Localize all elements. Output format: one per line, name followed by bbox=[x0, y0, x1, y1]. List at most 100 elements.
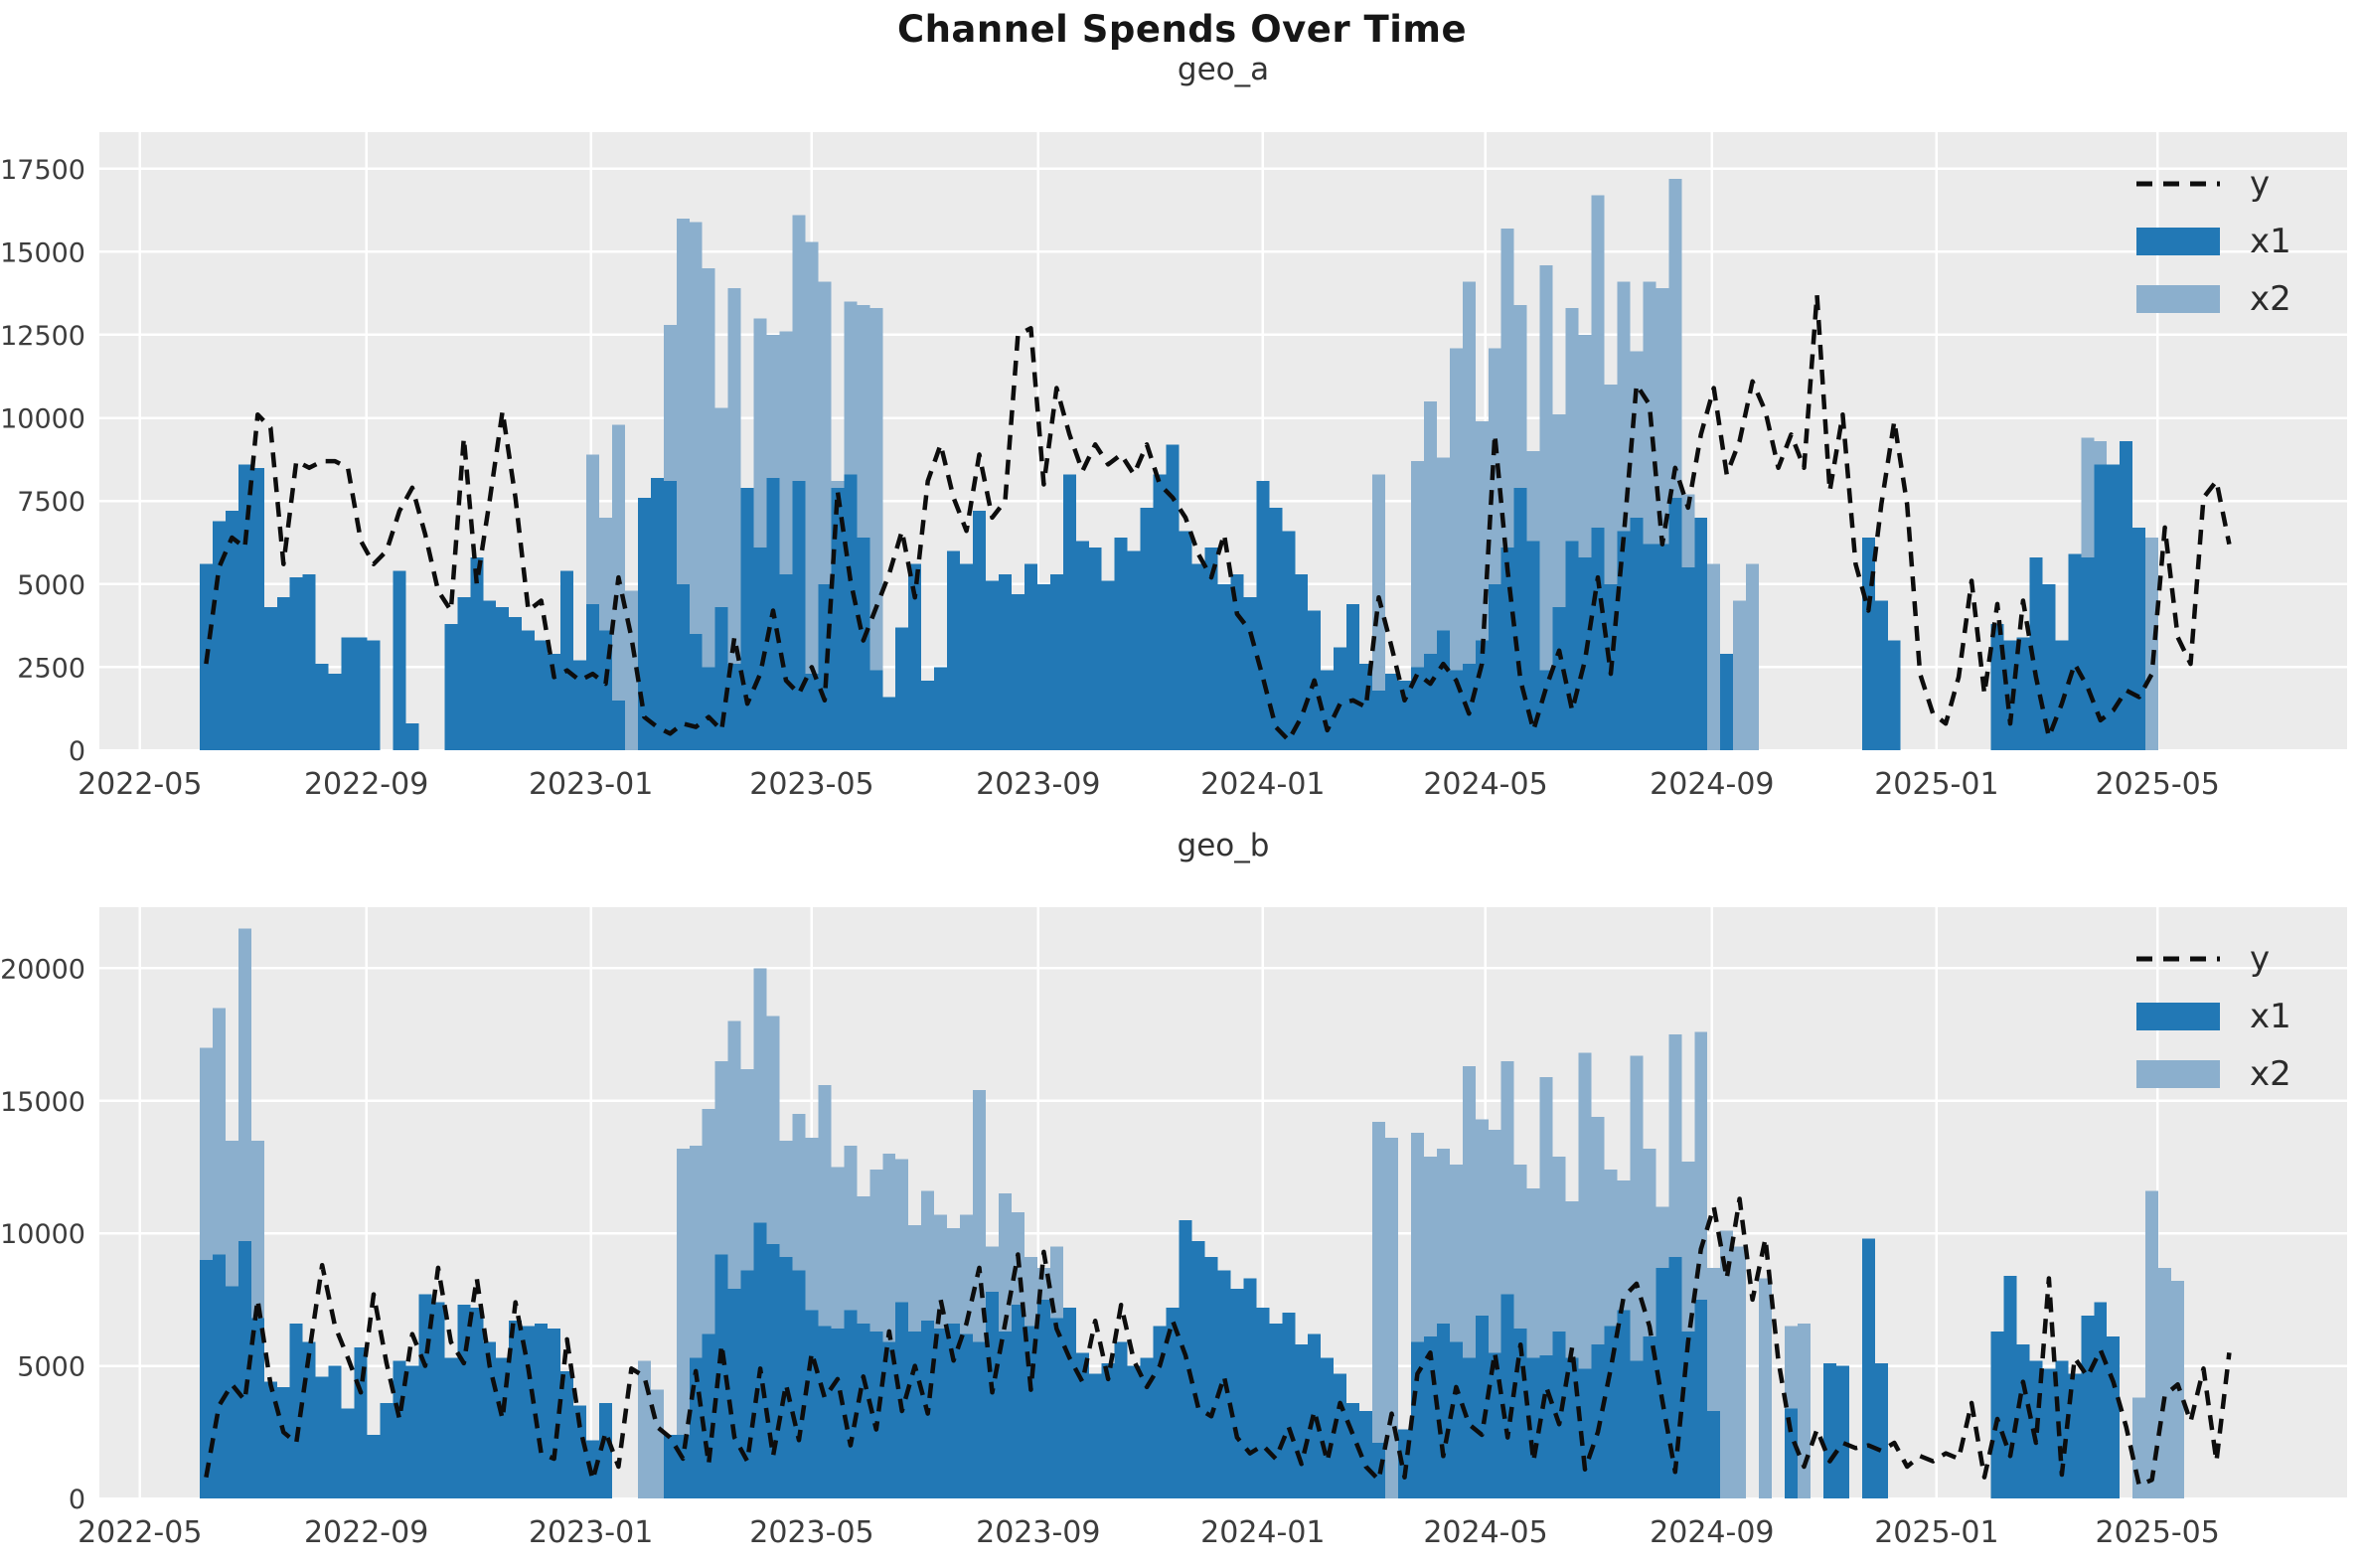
geo_b-x-tick-label: 2024-09 bbox=[1650, 1515, 1774, 1550]
geo_b-bar-x1 bbox=[2016, 1344, 2030, 1498]
geo_a-x-tick-label: 2023-05 bbox=[749, 767, 873, 802]
geo_b-bar-x1 bbox=[2042, 1368, 2056, 1498]
geo_a-x-tick-label: 2025-01 bbox=[1874, 767, 1998, 802]
geo_a-bar-x1 bbox=[1617, 531, 1631, 750]
geo_b-bar-x1 bbox=[1101, 1362, 1115, 1498]
geo_b-bar-x1 bbox=[2107, 1336, 2121, 1498]
geo_a-bar-x1 bbox=[908, 563, 922, 750]
geo_a-bar-x1 bbox=[1372, 690, 1386, 750]
geo_a-bar-x2 bbox=[2145, 537, 2159, 750]
geo_a-y-tick-label: 0 bbox=[69, 736, 85, 767]
geo_a-bar-x1 bbox=[663, 481, 677, 750]
geo_a-bar-x1 bbox=[354, 637, 368, 750]
geo_a-x-tick-label: 2023-01 bbox=[529, 767, 653, 802]
geo_a-bar-x1 bbox=[2068, 553, 2082, 750]
geo_a-bar-x2 bbox=[702, 268, 715, 750]
geo_a-bar-x1 bbox=[1256, 481, 1270, 750]
geo_a-bar-x1 bbox=[1334, 647, 1347, 750]
geo_a-bar-x1 bbox=[509, 617, 523, 750]
geo_b-bar-x1 bbox=[869, 1331, 883, 1498]
geo_b-x-tick-label: 2025-05 bbox=[2096, 1515, 2220, 1550]
geo_b-bar-x1 bbox=[1785, 1408, 1799, 1498]
geo_a-bar-x1 bbox=[973, 511, 987, 750]
legend-item-x1: x1 bbox=[2136, 220, 2355, 263]
geo_b-bar-x1 bbox=[998, 1331, 1012, 1498]
geo_a-bar-x1 bbox=[637, 497, 651, 750]
geo_b-bar-x2 bbox=[676, 1148, 690, 1498]
geo_a-bar-x1 bbox=[1668, 497, 1682, 750]
geo_a-bar-x1 bbox=[986, 580, 999, 750]
dashed-line-sample-icon bbox=[2136, 169, 2220, 199]
geo_b-bar-x1 bbox=[276, 1386, 290, 1498]
geo_b-bar-x1 bbox=[727, 1289, 741, 1498]
geo_b-y-tick-label: 15000 bbox=[0, 1087, 85, 1118]
legend-label-y: y bbox=[2250, 164, 2271, 204]
legend-item-x2: x2 bbox=[2136, 277, 2355, 321]
geo_a-bar-x2 bbox=[689, 222, 703, 750]
geo_a-bar-x1 bbox=[844, 474, 858, 750]
geo_a-bar-x1 bbox=[1062, 474, 1076, 750]
geo_a-x-tick-label: 2025-05 bbox=[2096, 767, 2220, 802]
geo_a-bar-x1 bbox=[1990, 623, 2004, 750]
geo_a-bar-x1 bbox=[1024, 563, 1037, 750]
geo_b-bar-x2 bbox=[1733, 1246, 1747, 1498]
geo_a-x-tick-label: 2022-09 bbox=[304, 767, 428, 802]
geo_b-bar-x1 bbox=[792, 1270, 806, 1498]
geo_b-bar-x1 bbox=[702, 1333, 715, 1498]
legend-label-x2: x2 bbox=[2250, 1054, 2291, 1094]
geo_b-bar-x1 bbox=[1655, 1267, 1669, 1498]
geo_b-bar-x1 bbox=[766, 1243, 780, 1498]
geo_b-bar-x1 bbox=[1359, 1410, 1373, 1498]
geo_b-x-tick-label: 2024-01 bbox=[1200, 1515, 1325, 1550]
geo_b-bar-x1 bbox=[263, 1381, 277, 1498]
geo_a-bar-x1 bbox=[444, 623, 458, 750]
geo_a-bar-x1 bbox=[1011, 593, 1024, 750]
geo_b-bar-x1 bbox=[1114, 1341, 1128, 1498]
geo_a-x-tick-label: 2022-05 bbox=[78, 767, 202, 802]
geo_b-bar-x1 bbox=[947, 1323, 961, 1498]
geo_b-bar-x1 bbox=[1088, 1373, 1102, 1498]
geo_a-bar-x1 bbox=[1191, 563, 1205, 750]
legend-geo-b: y x1 x2 bbox=[2136, 937, 2355, 1096]
legend-item-y: y bbox=[2136, 937, 2355, 981]
legend-label-x1: x1 bbox=[2250, 997, 2291, 1036]
geo_b-bar-x2 bbox=[1372, 1122, 1386, 1498]
geo_b-bar-x1 bbox=[237, 1241, 251, 1498]
geo_a-bar-x1 bbox=[727, 664, 741, 750]
geo_b-bar-x1 bbox=[560, 1370, 574, 1498]
geo_a-bar-x1 bbox=[895, 627, 909, 750]
geo_b-bar-x1 bbox=[1526, 1357, 1540, 1498]
geo_b-x-tick-label: 2023-01 bbox=[529, 1515, 653, 1550]
geo_a-bar-x2 bbox=[1462, 281, 1476, 750]
geo_b-bar-x2 bbox=[1385, 1138, 1398, 1498]
geo_a-bar-x1 bbox=[676, 583, 690, 750]
geo_b-bar-x2 bbox=[1759, 1278, 1773, 1498]
geo_b-bar-x1 bbox=[328, 1365, 342, 1498]
geo_a-bar-x1 bbox=[934, 667, 948, 750]
geo_b-bar-x1 bbox=[1578, 1368, 1592, 1498]
geo_a-bar-x1 bbox=[535, 640, 549, 750]
geo_b-bar-x1 bbox=[315, 1376, 329, 1498]
geo_a-bar-x1 bbox=[689, 633, 703, 750]
geo_b-bar-x1 bbox=[1630, 1360, 1644, 1498]
geo_a-bar-x1 bbox=[2094, 464, 2108, 750]
geo_b-bar-x1 bbox=[457, 1305, 471, 1498]
geo_a-bar-x2 bbox=[805, 241, 819, 750]
geo_b-bar-x1 bbox=[586, 1440, 599, 1498]
geo_a-bar-x1 bbox=[921, 680, 935, 750]
geo_b-bar-x1 bbox=[2094, 1302, 2108, 1498]
geo_a-bar-x2 bbox=[727, 288, 741, 750]
geo_b-bar-x1 bbox=[1166, 1307, 1180, 1498]
geo_b-bar-x1 bbox=[535, 1323, 549, 1498]
geo_a-bar-x1 bbox=[367, 640, 381, 750]
geo_a-bar-x1 bbox=[1655, 544, 1669, 750]
x1-swatch-icon bbox=[2136, 1002, 2220, 1031]
geo_b-x-tick-label: 2025-01 bbox=[1874, 1515, 1998, 1550]
geo_a-bar-x1 bbox=[1643, 544, 1656, 750]
dashed-line-sample-icon bbox=[2136, 944, 2220, 974]
geo_b-bar-x1 bbox=[496, 1357, 510, 1498]
geo_a-bar-x1 bbox=[2120, 441, 2133, 750]
geo_a-bar-x2 bbox=[869, 308, 883, 750]
geo_b-bar-x1 bbox=[225, 1286, 238, 1498]
